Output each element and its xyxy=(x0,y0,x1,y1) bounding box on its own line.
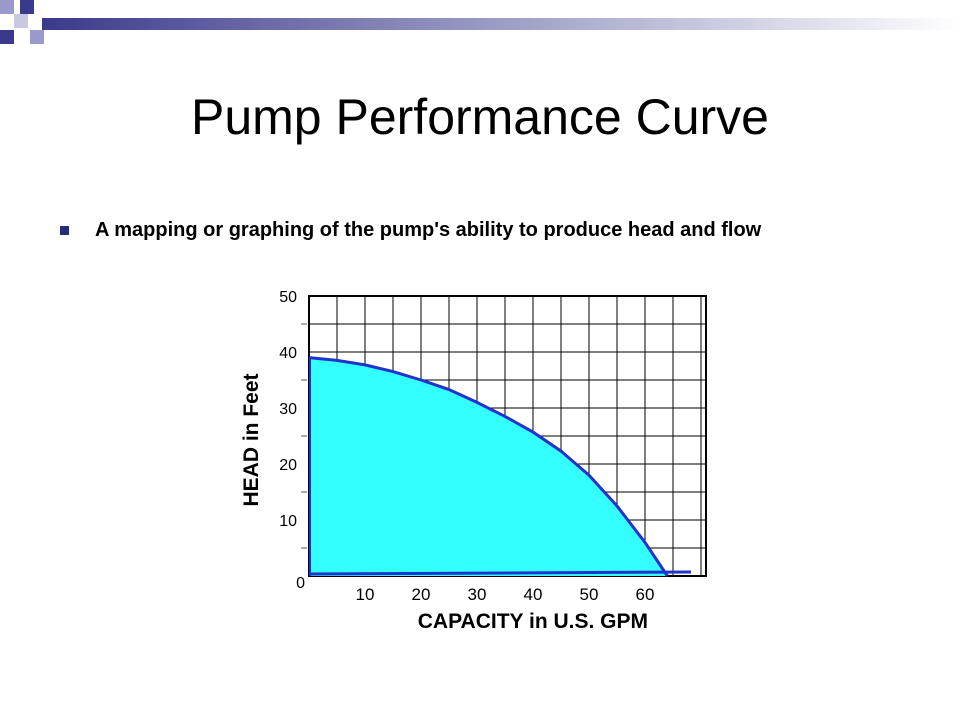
baseline xyxy=(308,570,692,576)
performance-curve xyxy=(308,356,669,577)
header-bar xyxy=(42,18,960,30)
area-fill xyxy=(309,357,668,576)
decor xyxy=(0,0,14,14)
y-tick-label: 0 xyxy=(296,575,305,592)
x-axis-label: CAPACITY in U.S. GPM xyxy=(418,610,648,633)
y-axis-label: HEAD in Feet xyxy=(240,373,263,506)
decor xyxy=(20,0,34,14)
y-tick-label: 50 xyxy=(279,289,297,306)
x-tick-label: 20 xyxy=(412,585,431,604)
decor xyxy=(14,14,28,28)
decor xyxy=(0,30,14,44)
y-tick-label: 10 xyxy=(279,513,297,530)
decor xyxy=(30,30,44,44)
y-tick-label: 20 xyxy=(279,457,297,474)
bullet-marker xyxy=(60,226,69,235)
x-tick-label: 10 xyxy=(356,585,375,604)
x-tick-label: 30 xyxy=(468,585,487,604)
slide-title: Pump Performance Curve xyxy=(190,89,769,145)
y-tick-label: 30 xyxy=(279,401,297,418)
y-tick-label: 40 xyxy=(279,345,297,362)
x-tick-label: 40 xyxy=(524,585,543,604)
x-tick-label: 60 xyxy=(636,585,655,604)
bullet-text: A mapping or graphing of the pump's abil… xyxy=(95,219,762,241)
x-tick-label: 50 xyxy=(580,585,599,604)
